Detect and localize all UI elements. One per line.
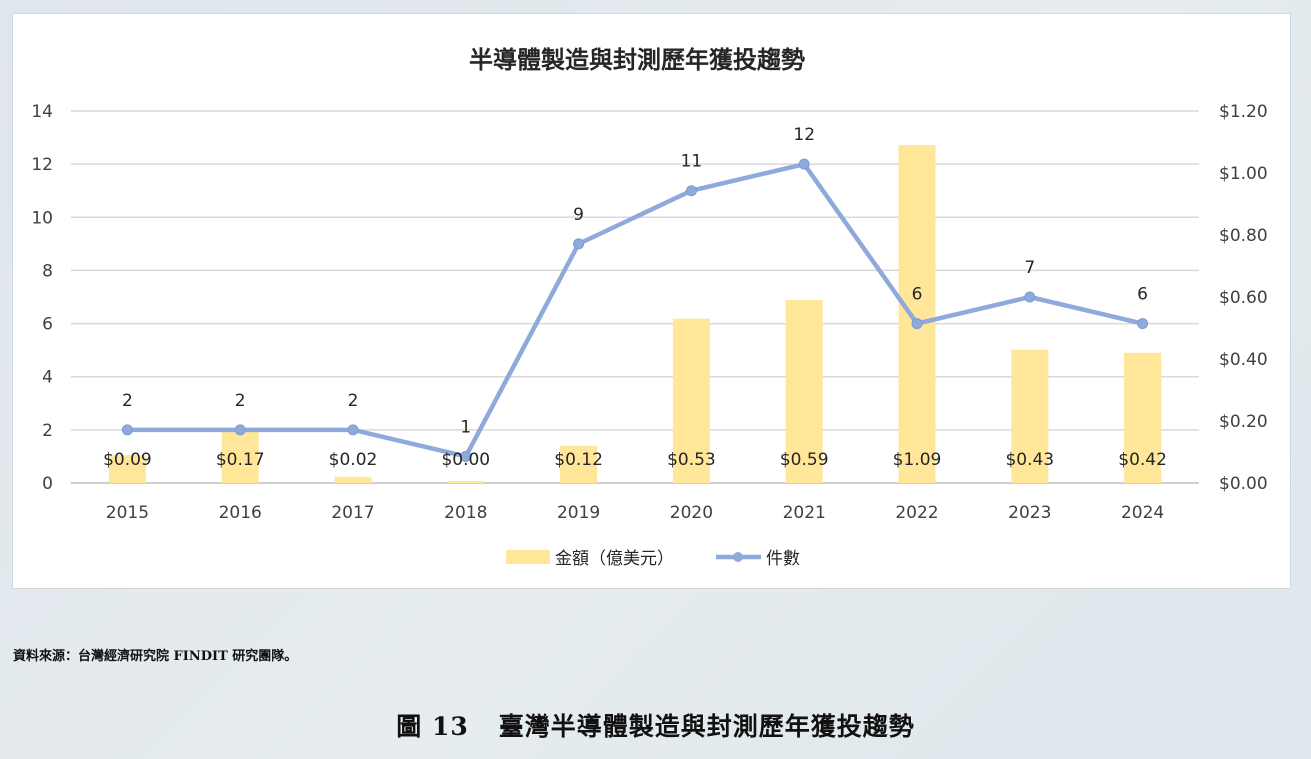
y-right-tick-label: $1.20	[1219, 102, 1268, 122]
bar	[108, 455, 146, 483]
legend-line-label: 件數	[766, 549, 800, 569]
line-point	[1137, 318, 1149, 330]
line-data-label: 7	[1024, 258, 1035, 278]
y-left-tick-label: 4	[42, 368, 53, 388]
chart-panel: 半導體製造與封測歷年獲投趨勢 0 2 4 6 8 10 12 14 $0.00 $0.20 $0.40…	[12, 13, 1291, 589]
bar-data-label: $0.43	[1005, 450, 1054, 470]
y-left-tick-label: 0	[42, 474, 53, 494]
y-left-tick-label: 6	[42, 315, 53, 335]
figure-number: 圖 13	[396, 712, 469, 741]
y-left-tick-label: 10	[31, 208, 53, 228]
x-tick-label: 2023	[1008, 503, 1051, 523]
y-left-tick-label: 2	[42, 421, 53, 441]
bar	[898, 145, 936, 483]
line-point	[347, 424, 359, 436]
y-left-tick-label: 8	[42, 261, 53, 281]
legend-line-marker	[733, 552, 743, 562]
bar	[334, 476, 372, 483]
bar	[785, 300, 823, 483]
count-line	[127, 161, 1144, 459]
bar-data-label: $1.09	[893, 450, 942, 470]
bar-data-label: $0.09	[103, 450, 152, 470]
x-tick-label: 2016	[219, 503, 262, 523]
x-tick-label: 2015	[106, 503, 149, 523]
bar-data-label: $0.12	[554, 450, 603, 470]
source-note: 資料來源：台灣經濟研究院 FINDIT 研究團隊。	[13, 649, 298, 664]
line-data-label: 11	[681, 152, 703, 172]
bar-data-label: $0.59	[780, 450, 829, 470]
line-point	[234, 424, 246, 436]
line-data-label: 1	[460, 417, 471, 437]
line-point	[798, 158, 810, 170]
line-data-label: 2	[235, 391, 246, 411]
line-data-label: 6	[912, 285, 923, 305]
bar	[221, 430, 259, 483]
y-right-tick-label: $0.60	[1219, 288, 1268, 308]
line-data-label: 2	[122, 391, 133, 411]
legend-bar-swatch	[506, 550, 550, 564]
y-left-tick-label: 14	[31, 102, 53, 122]
line-data-label: 2	[348, 391, 359, 411]
line-point	[573, 238, 585, 250]
chart-title: 半導體製造與封測歷年獲投趨勢	[469, 46, 805, 74]
y-right-tick-label: $0.20	[1219, 412, 1268, 432]
line-data-label: 12	[793, 125, 815, 145]
line-point	[121, 424, 133, 436]
legend-bar-label: 金額（億美元）	[555, 549, 674, 569]
x-tick-label: 2024	[1121, 503, 1164, 523]
line-point	[1024, 291, 1036, 303]
bar-data-label: $0.02	[329, 450, 378, 470]
bar-data-label: $0.17	[216, 450, 265, 470]
combo-chart: 半導體製造與封測歷年獲投趨勢02468101214$0.00$0.20$0.40…	[31, 46, 1268, 569]
bar	[560, 445, 598, 483]
bar-data-label: $0.00	[441, 450, 490, 470]
x-tick-label: 2018	[444, 503, 487, 523]
line-point	[460, 450, 472, 462]
x-tick-label: 2019	[557, 503, 600, 523]
x-tick-label: 2020	[670, 503, 713, 523]
y-right-tick-label: $1.00	[1219, 164, 1268, 184]
bar	[1124, 352, 1162, 483]
y-right-tick-label: $0.80	[1219, 226, 1268, 246]
line-point	[911, 318, 923, 330]
y-right-tick-label: $0.00	[1219, 474, 1268, 494]
x-tick-label: 2021	[783, 503, 826, 523]
bar	[1011, 349, 1049, 483]
bar-data-label: $0.53	[667, 450, 716, 470]
bar	[672, 318, 710, 483]
x-tick-label: 2017	[331, 503, 374, 523]
bar	[447, 481, 485, 483]
figure-caption-text: 臺灣半導體製造與封測歷年獲投趨勢	[498, 712, 915, 741]
bar-data-label: $0.42	[1118, 450, 1167, 470]
line-data-label: 6	[1137, 285, 1148, 305]
line-data-label: 9	[573, 205, 584, 225]
y-right-tick-label: $0.40	[1219, 350, 1268, 370]
x-tick-label: 2022	[895, 503, 938, 523]
line-point	[685, 185, 697, 197]
y-left-tick-label: 12	[31, 155, 53, 175]
figure-caption: 圖 13 臺灣半導體製造與封測歷年獲投趨勢	[0, 707, 1311, 743]
